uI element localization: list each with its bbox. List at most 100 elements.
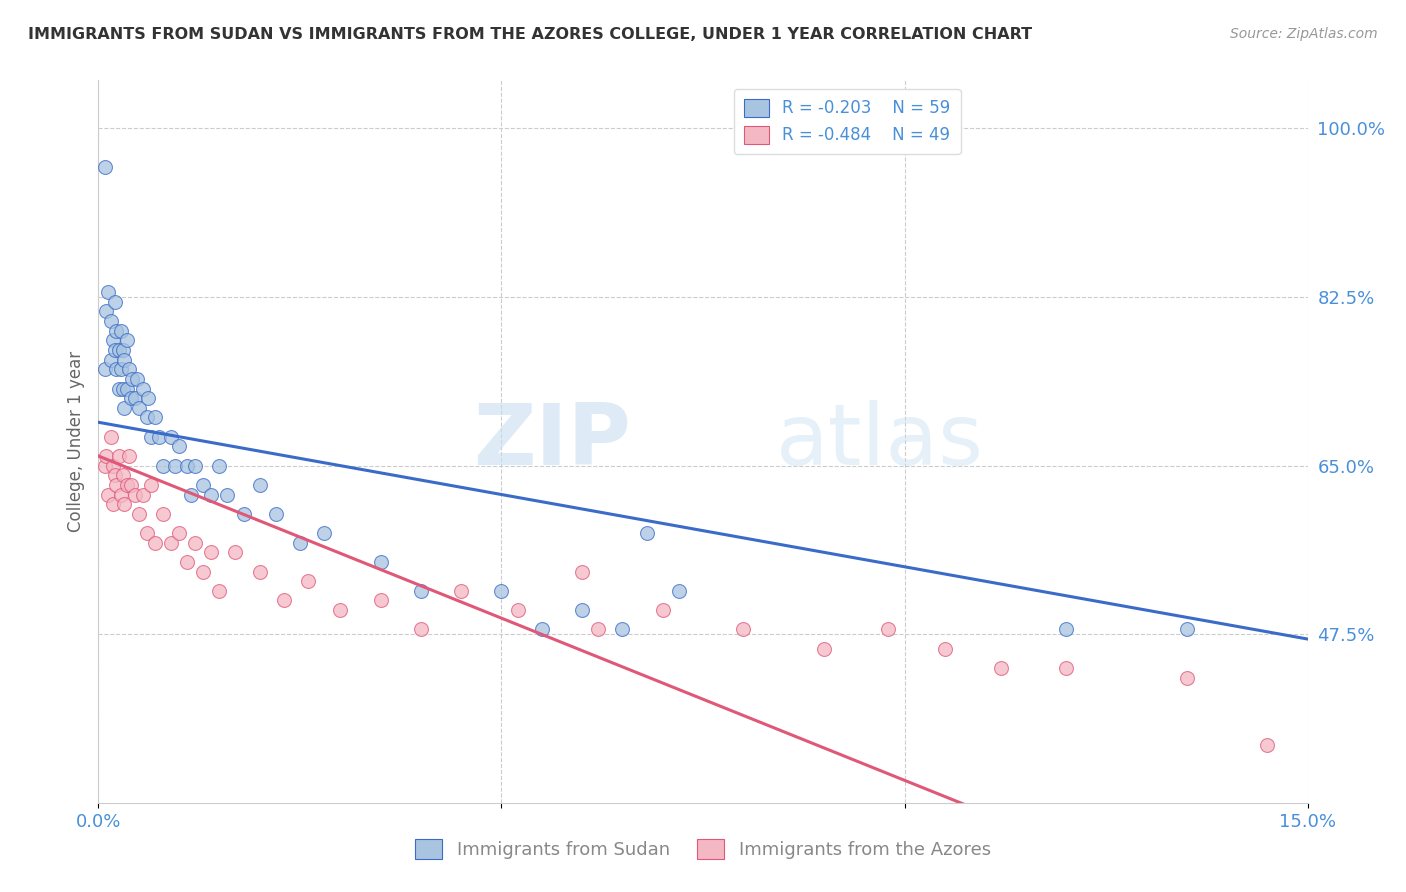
Point — [94, 458, 117, 473]
Point — [111, 382, 134, 396]
Point — [1175, 671, 1198, 685]
Point — [138, 391, 160, 405]
Point — [184, 535, 207, 549]
Point — [273, 593, 295, 607]
Point — [636, 526, 658, 541]
Point — [107, 449, 129, 463]
Point — [128, 401, 150, 415]
Point — [118, 449, 141, 463]
Point — [152, 458, 174, 473]
Point — [208, 583, 231, 598]
Point — [180, 487, 202, 501]
Point — [176, 555, 198, 569]
Point — [112, 401, 135, 415]
Point — [110, 487, 132, 501]
Point — [143, 410, 166, 425]
Point — [297, 574, 319, 589]
Point — [506, 603, 529, 617]
Point — [112, 352, 135, 367]
Point — [409, 583, 432, 598]
Point — [167, 526, 190, 541]
Point — [232, 507, 254, 521]
Point — [813, 641, 835, 656]
Point — [200, 545, 222, 559]
Point — [176, 458, 198, 473]
Point — [152, 507, 174, 521]
Point — [103, 294, 125, 309]
Point — [249, 478, 271, 492]
Point — [111, 468, 134, 483]
Point — [1175, 623, 1198, 637]
Point — [193, 565, 215, 579]
Text: Source: ZipAtlas.com: Source: ZipAtlas.com — [1230, 27, 1378, 41]
Point — [118, 362, 141, 376]
Point — [370, 555, 392, 569]
Point — [97, 487, 120, 501]
Y-axis label: College, Under 1 year: College, Under 1 year — [66, 351, 84, 533]
Point — [934, 641, 956, 656]
Point — [586, 623, 609, 637]
Text: ZIP: ZIP — [472, 400, 630, 483]
Point — [94, 160, 117, 174]
Point — [132, 382, 155, 396]
Point — [120, 391, 142, 405]
Point — [571, 565, 593, 579]
Point — [450, 583, 472, 598]
Point — [132, 487, 155, 501]
Point — [115, 334, 138, 348]
Point — [733, 623, 755, 637]
Point — [139, 430, 162, 444]
Point — [111, 343, 134, 357]
Point — [530, 623, 553, 637]
Point — [288, 535, 311, 549]
Point — [120, 478, 142, 492]
Point — [409, 623, 432, 637]
Point — [612, 623, 634, 637]
Point — [135, 410, 157, 425]
Point — [184, 458, 207, 473]
Point — [107, 343, 129, 357]
Point — [101, 458, 124, 473]
Text: IMMIGRANTS FROM SUDAN VS IMMIGRANTS FROM THE AZORES COLLEGE, UNDER 1 YEAR CORREL: IMMIGRANTS FROM SUDAN VS IMMIGRANTS FROM… — [28, 27, 1032, 42]
Point — [249, 565, 271, 579]
Point — [100, 352, 122, 367]
Legend: Immigrants from Sudan, Immigrants from the Azores: Immigrants from Sudan, Immigrants from t… — [408, 831, 998, 866]
Point — [97, 285, 120, 300]
Point — [160, 430, 183, 444]
Point — [103, 343, 125, 357]
Point — [990, 661, 1012, 675]
Point — [264, 507, 287, 521]
Point — [163, 458, 186, 473]
Point — [107, 382, 129, 396]
Point — [877, 623, 900, 637]
Point — [139, 478, 162, 492]
Point — [148, 430, 170, 444]
Point — [103, 468, 125, 483]
Point — [100, 430, 122, 444]
Point — [167, 439, 190, 453]
Point — [96, 449, 118, 463]
Point — [105, 324, 128, 338]
Point — [651, 603, 673, 617]
Point — [127, 372, 149, 386]
Point — [105, 362, 128, 376]
Point — [128, 507, 150, 521]
Point — [208, 458, 231, 473]
Point — [1256, 738, 1278, 752]
Point — [370, 593, 392, 607]
Point — [668, 583, 690, 598]
Point — [135, 526, 157, 541]
Point — [105, 478, 128, 492]
Point — [115, 478, 138, 492]
Point — [100, 314, 122, 328]
Point — [491, 583, 513, 598]
Point — [314, 526, 336, 541]
Point — [571, 603, 593, 617]
Point — [160, 535, 183, 549]
Point — [101, 497, 124, 511]
Point — [112, 497, 135, 511]
Text: atlas: atlas — [776, 400, 984, 483]
Point — [1054, 623, 1077, 637]
Point — [121, 372, 143, 386]
Point — [96, 304, 118, 318]
